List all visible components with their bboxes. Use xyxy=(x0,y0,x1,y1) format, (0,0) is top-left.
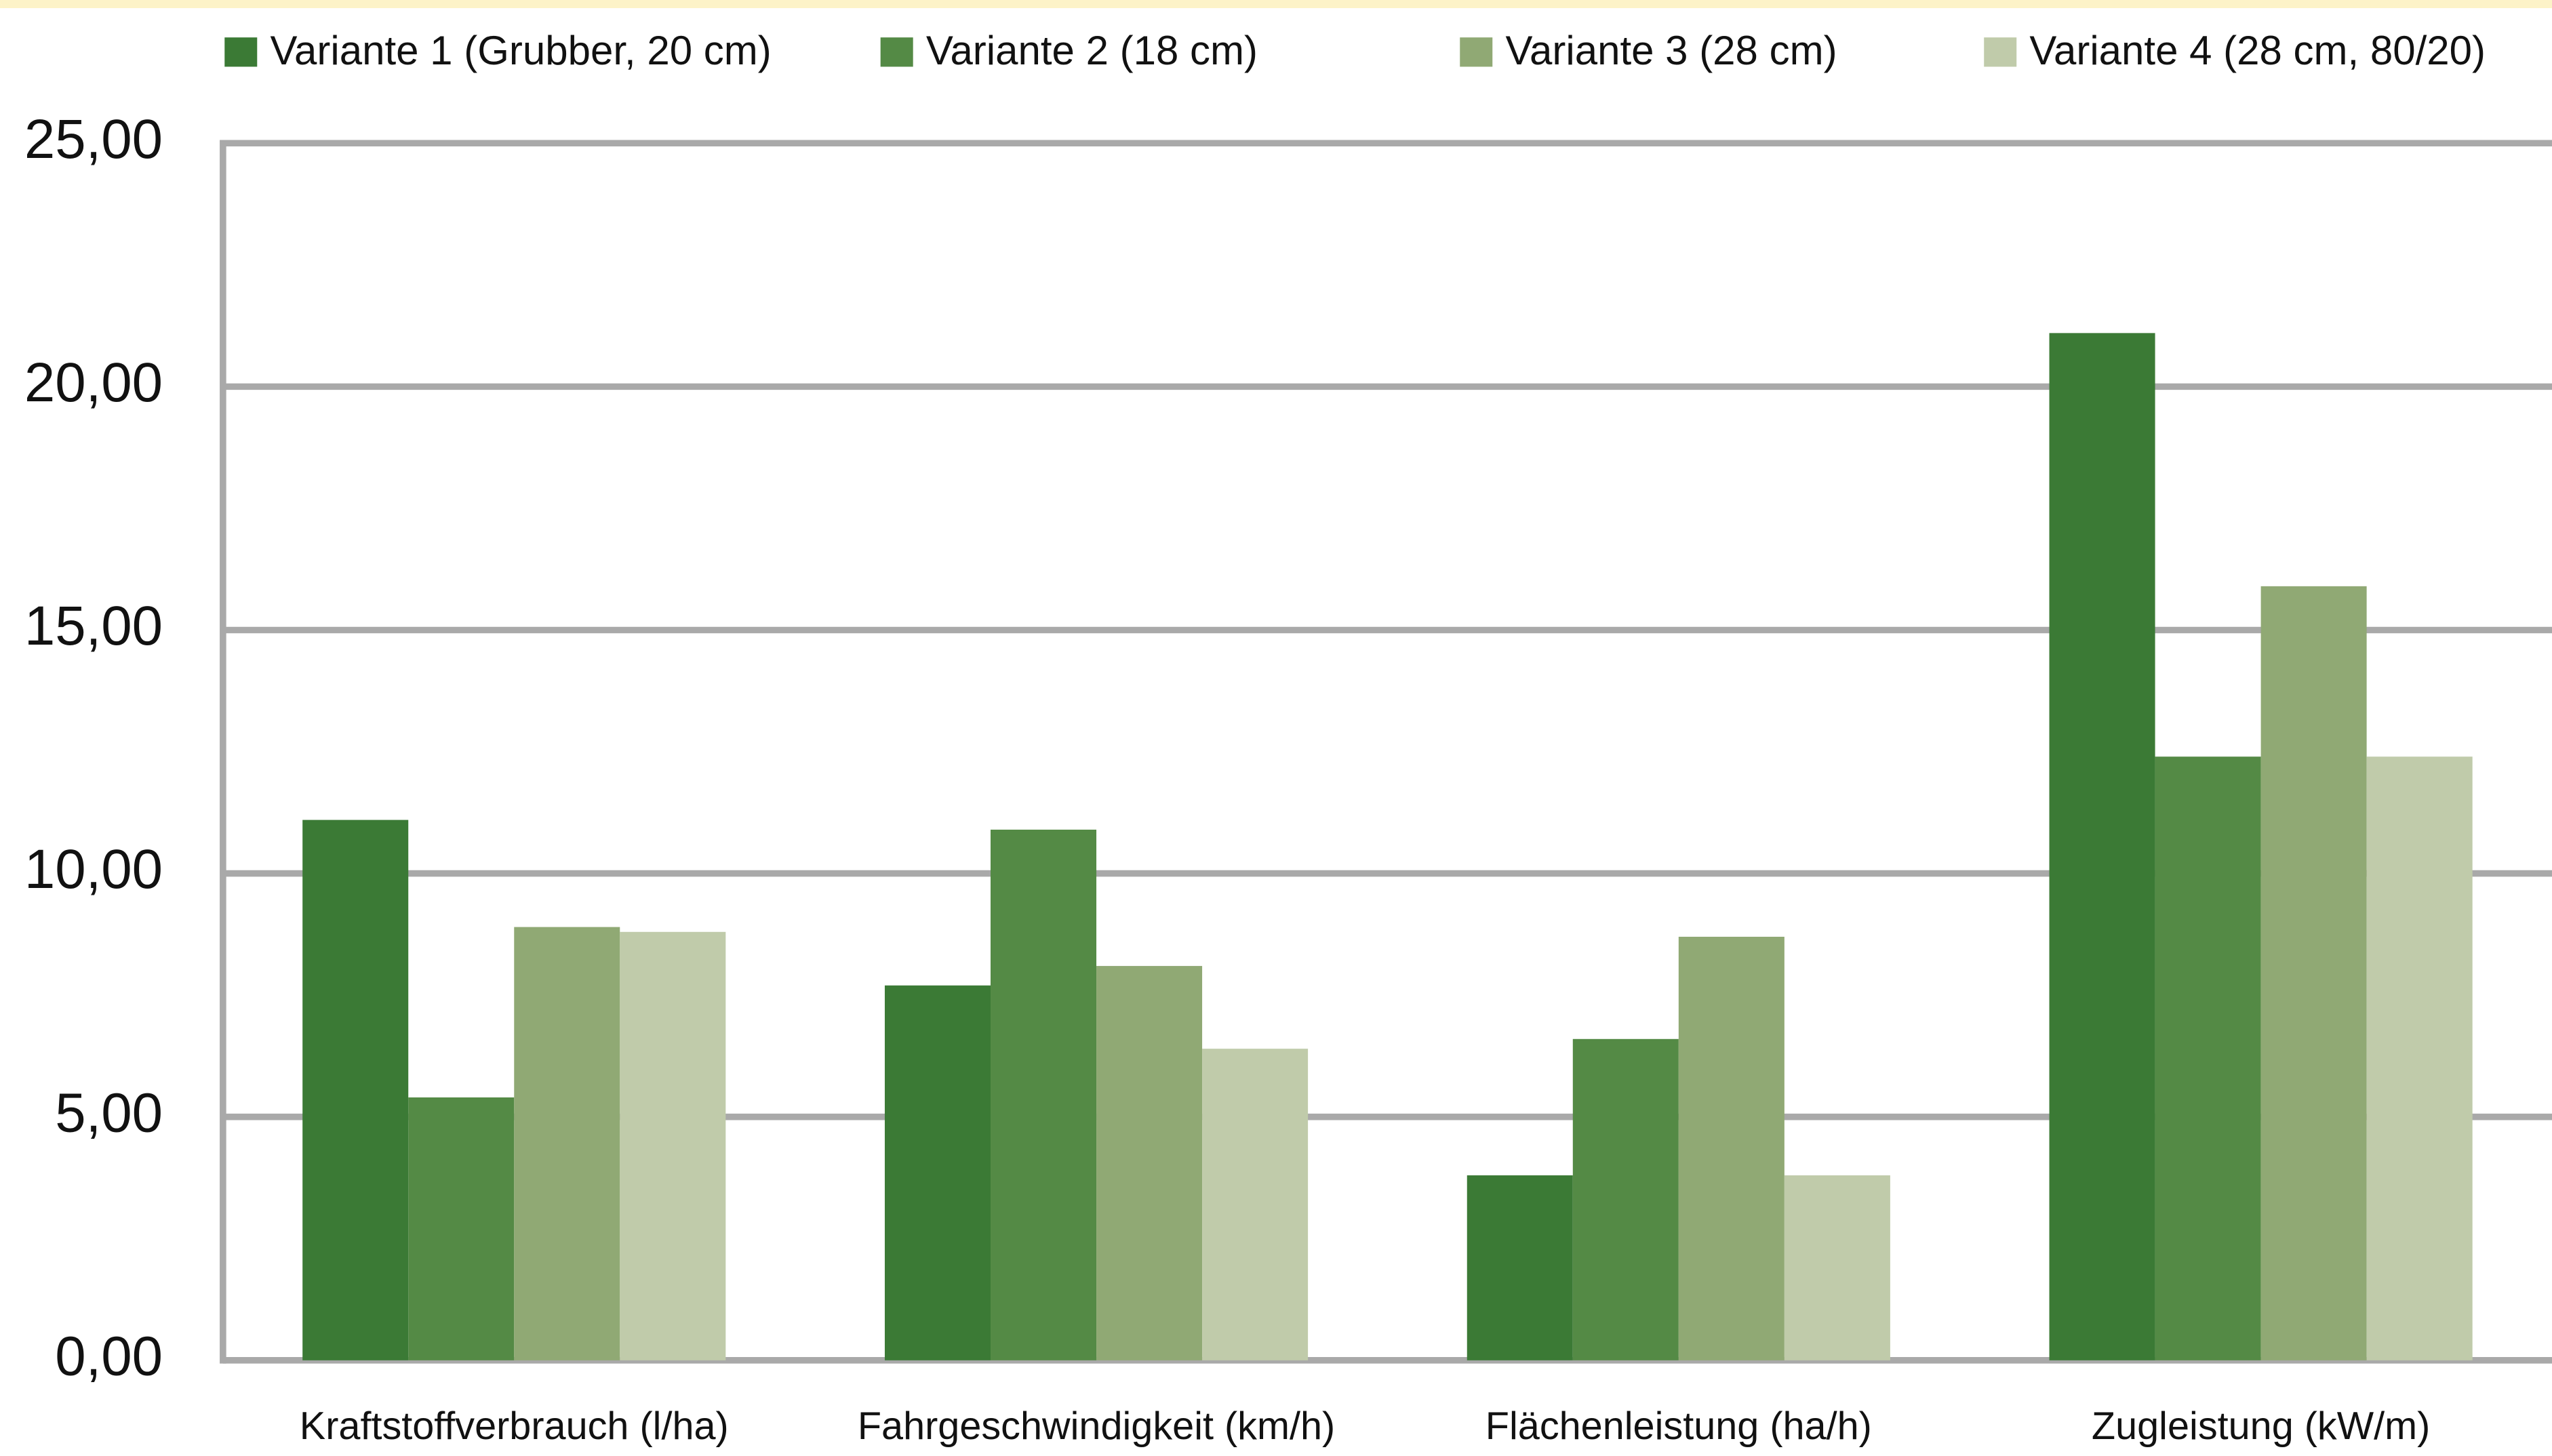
y-tick-label: 10,00 xyxy=(24,838,163,900)
x-tick-label: Flächenleistung (ha/h) xyxy=(1486,1404,1872,1448)
x-tick-label: Zugleistung (kW/m) xyxy=(2092,1404,2430,1448)
legend-swatch xyxy=(880,37,913,67)
bar xyxy=(620,931,726,1360)
legend-swatch xyxy=(1984,37,2017,67)
x-tick-label: Fahrgeschwindigkeit (km/h) xyxy=(858,1404,1335,1448)
legend-label: Variante 3 (28 cm) xyxy=(1505,28,1837,73)
bar xyxy=(991,829,1097,1360)
legend-swatch xyxy=(224,37,258,67)
bar xyxy=(1467,1175,1573,1360)
bar xyxy=(2155,756,2261,1360)
y-tick-label: 20,00 xyxy=(24,352,163,413)
top-strip xyxy=(0,0,2552,9)
bar xyxy=(1572,1038,1679,1360)
bar xyxy=(1784,1175,1890,1360)
legend-label: Variante 4 (28 cm, 80/20) xyxy=(2029,28,2486,73)
legend-swatch xyxy=(1460,37,1493,67)
bar xyxy=(2260,586,2367,1360)
bar xyxy=(884,985,991,1360)
legend-label: Variante 1 (Grubber, 20 cm) xyxy=(270,28,771,73)
y-tick-label: 0,00 xyxy=(55,1325,163,1387)
bar xyxy=(1678,936,1785,1360)
bar xyxy=(408,1097,515,1360)
x-tick-label: Kraftstoffverbrauch (l/ha) xyxy=(300,1404,729,1448)
bar xyxy=(2366,756,2473,1360)
y-tick-label: 5,00 xyxy=(55,1082,163,1144)
y-tick-label: 15,00 xyxy=(24,595,163,657)
bar xyxy=(1096,966,1203,1360)
bar xyxy=(302,820,409,1360)
bar xyxy=(1202,1049,1309,1360)
legend-label: Variante 2 (18 cm) xyxy=(926,28,1258,73)
bar xyxy=(514,927,620,1360)
y-tick-label: 25,00 xyxy=(24,108,163,170)
bar xyxy=(2049,333,2155,1360)
